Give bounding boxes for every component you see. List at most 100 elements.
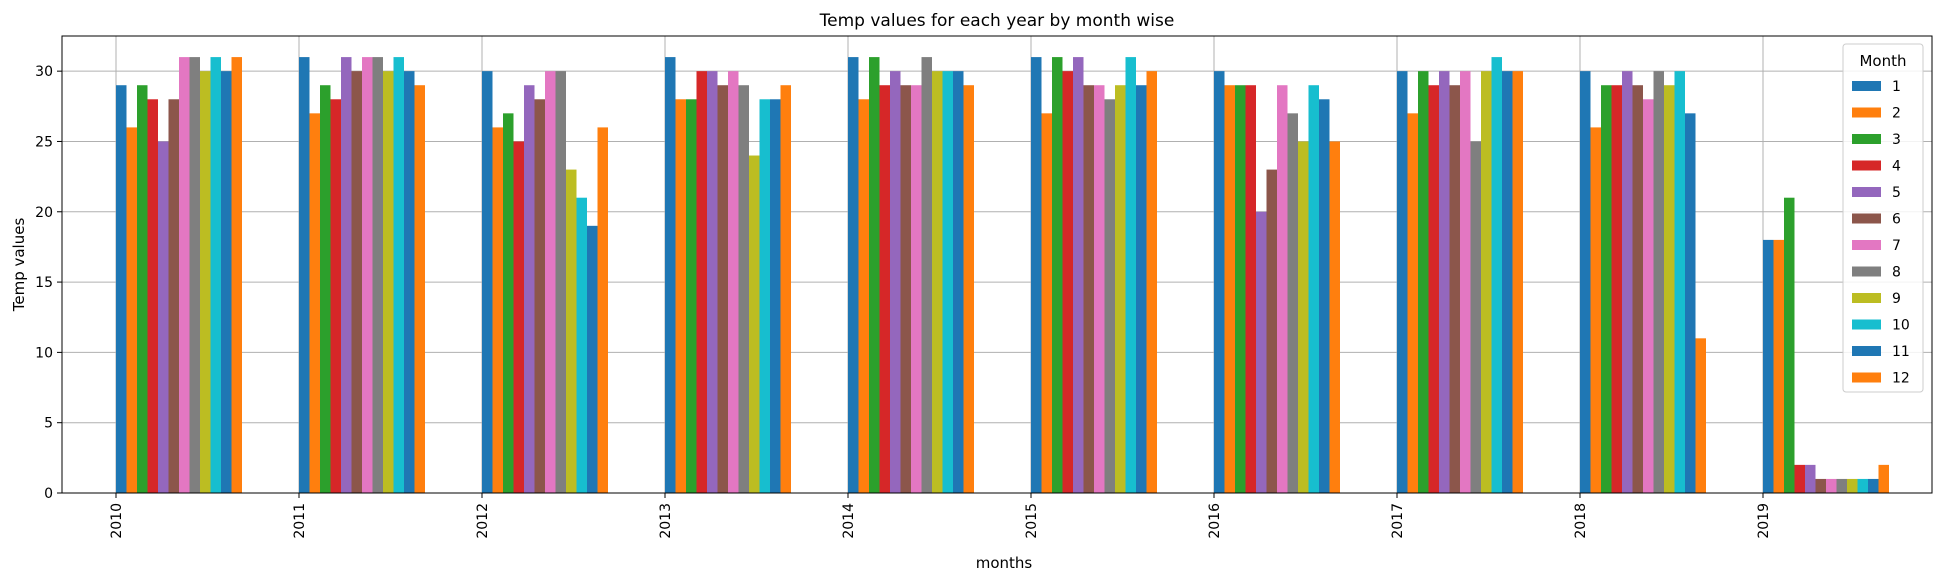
bar-month-10-2016	[1308, 85, 1319, 493]
bar-month-8-2019	[1836, 478, 1847, 493]
y-tick-label: 15	[35, 275, 53, 291]
bar-month-9-2013	[749, 155, 760, 493]
bar-month-5-2018	[1622, 71, 1633, 494]
legend-swatch-4	[1852, 160, 1881, 171]
bar-month-12-2015	[1146, 71, 1157, 494]
bar-month-7-2019	[1826, 478, 1837, 493]
bar-month-2-2017	[1407, 113, 1418, 493]
plot-frame	[61, 35, 1933, 494]
bar-month-3-2014	[869, 57, 880, 493]
bar-month-2-2013	[675, 99, 686, 494]
bar-month-9-2012	[566, 169, 577, 494]
bar-month-10-2015	[1125, 57, 1136, 493]
bar-month-11-2010	[221, 71, 232, 494]
x-tick-label: 2011	[292, 503, 308, 539]
y-axis-label: Temp values	[10, 218, 28, 313]
bar-month-5-2012	[524, 85, 535, 493]
bar-month-9-2014	[932, 71, 943, 494]
bar-month-11-2016	[1319, 99, 1330, 494]
bar-month-8-2017	[1470, 141, 1481, 493]
bar-month-1-2018	[1580, 71, 1591, 494]
y-tick-label: 20	[35, 205, 53, 221]
bar-month-5-2015	[1073, 57, 1084, 493]
y-tick-label: 5	[44, 416, 53, 432]
legend-swatch-1	[1852, 81, 1881, 91]
bar-month-1-2010	[116, 85, 127, 493]
bar-month-10-2010	[210, 57, 221, 493]
bar-month-12-2011	[414, 85, 425, 493]
bar-month-7-2010	[179, 57, 190, 493]
bar-month-12-2018	[1695, 338, 1706, 493]
bar-month-2-2016	[1224, 85, 1235, 493]
bar-month-4-2013	[696, 71, 707, 494]
bar-month-3-2016	[1235, 85, 1246, 493]
bar-month-8-2016	[1287, 113, 1298, 493]
bar-month-2-2011	[309, 113, 320, 493]
bar-month-2-2015	[1041, 113, 1052, 493]
bar-month-3-2017	[1418, 71, 1429, 494]
bar-month-12-2013	[780, 85, 791, 493]
bar-month-8-2011	[372, 57, 383, 493]
bar-month-3-2015	[1052, 57, 1063, 493]
bar-month-3-2013	[686, 99, 697, 494]
x-tick-label: 2019	[1756, 503, 1772, 539]
x-tick-label: 2013	[658, 503, 674, 539]
bar-month-12-2016	[1329, 141, 1340, 493]
bar-month-5-2010	[158, 141, 169, 493]
bar-month-1-2012	[482, 71, 493, 494]
bar-month-7-2017	[1460, 71, 1471, 494]
bar-month-8-2010	[189, 57, 200, 493]
bar-month-12-2012	[597, 127, 608, 494]
bar-month-8-2014	[921, 57, 932, 493]
bar-month-2-2014	[858, 99, 869, 494]
bar-month-9-2015	[1115, 85, 1126, 493]
chart-title: Temp values for each year by month wise	[819, 11, 1175, 31]
legend-label-6: 6	[1892, 212, 1901, 228]
bar-month-10-2018	[1674, 71, 1685, 494]
x-tick-label: 2010	[109, 503, 125, 539]
bar-month-3-2012	[503, 113, 514, 493]
bar-month-10-2019	[1857, 478, 1868, 493]
x-tick-label: 2017	[1390, 503, 1406, 539]
bar-month-10-2011	[393, 57, 404, 493]
bar-month-1-2016	[1214, 71, 1225, 494]
bar-month-9-2019	[1847, 478, 1858, 493]
legend-swatch-5	[1852, 187, 1881, 197]
bar-month-2-2019	[1773, 239, 1784, 493]
legend-label-10: 10	[1892, 318, 1910, 334]
bar-month-1-2015	[1031, 57, 1042, 493]
legend-label-11: 11	[1892, 344, 1910, 360]
legend-swatch-12	[1852, 372, 1881, 383]
legend-swatch-9	[1852, 293, 1881, 303]
legend-label-8: 8	[1892, 265, 1901, 281]
bar-month-12-2014	[963, 85, 974, 493]
x-tick-label: 2016	[1207, 503, 1223, 539]
legend-label-9: 9	[1892, 291, 1901, 307]
legend-box	[1842, 43, 1924, 393]
bar-month-7-2016	[1277, 85, 1288, 493]
bar-month-4-2011	[330, 99, 341, 494]
bar-month-4-2016	[1245, 85, 1256, 493]
y-tick-label: 0	[44, 486, 53, 502]
legend-label-5: 5	[1892, 185, 1901, 201]
y-tick-label: 30	[35, 64, 53, 80]
bar-month-9-2016	[1298, 141, 1309, 493]
bar-month-1-2011	[299, 57, 310, 493]
bar-month-7-2013	[728, 71, 739, 494]
bar-month-1-2019	[1763, 239, 1774, 493]
bar-month-7-2018	[1643, 99, 1654, 494]
bar-month-5-2013	[707, 71, 718, 494]
bar-month-8-2018	[1653, 71, 1664, 494]
bar-month-9-2010	[200, 71, 211, 494]
bar-month-10-2013	[759, 99, 770, 494]
legend-label-7: 7	[1892, 238, 1901, 254]
bar-month-10-2017	[1491, 57, 1502, 493]
bar-month-11-2017	[1502, 71, 1513, 494]
bar-month-3-2011	[320, 85, 331, 493]
legend-swatch-6	[1852, 213, 1881, 224]
bar-month-12-2017	[1512, 71, 1523, 494]
bar-month-1-2017	[1397, 71, 1408, 494]
bar-month-11-2011	[404, 71, 415, 494]
